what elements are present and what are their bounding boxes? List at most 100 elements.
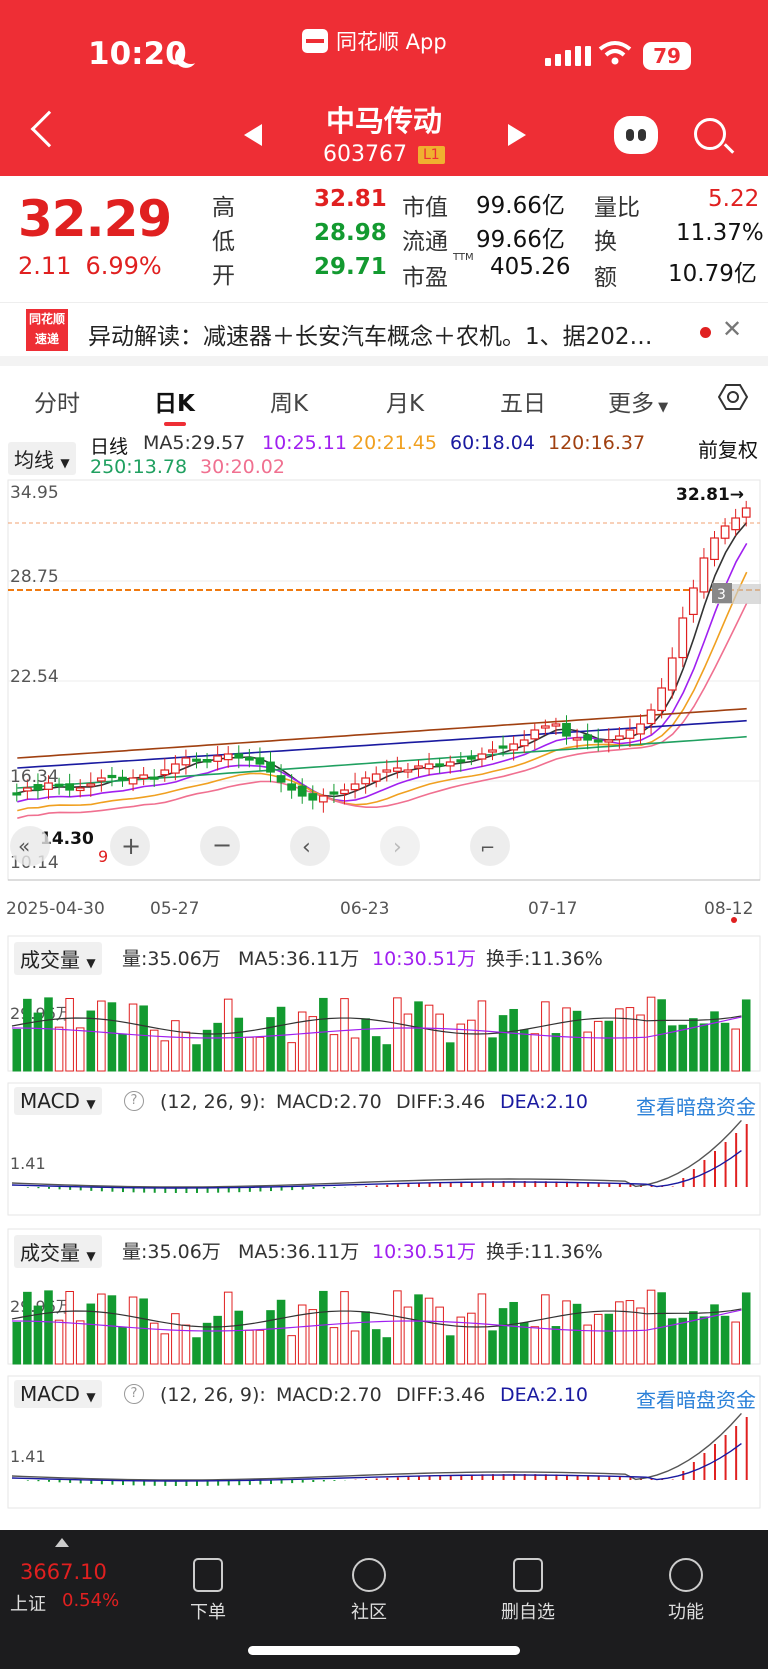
volume-bar xyxy=(297,1011,307,1072)
candle-body xyxy=(128,777,138,785)
volume-ma10: 10:30.51万 xyxy=(372,1241,476,1263)
robot-assistant-icon[interactable] xyxy=(614,116,658,154)
volume-bar xyxy=(699,1023,709,1072)
nav-remove-watchlist[interactable]: 删自选 xyxy=(488,1558,568,1624)
ma5-value: MA5:29.57 xyxy=(143,432,246,454)
y-tick-1: 34.95 xyxy=(10,483,59,503)
volume-bar xyxy=(689,1018,698,1072)
settings-icon[interactable] xyxy=(718,382,748,412)
ma-lines xyxy=(17,521,748,819)
macd-selector-2[interactable]: MACD ▼ xyxy=(14,1087,102,1115)
next-stock-icon[interactable] xyxy=(508,124,526,146)
menu-icon xyxy=(669,1558,703,1592)
candle-body xyxy=(583,734,593,741)
nav-community-label: 社区 xyxy=(351,1602,387,1623)
volume-bar xyxy=(519,1322,529,1365)
volume-bar xyxy=(371,1329,381,1365)
ma60-value: 60:18.04 xyxy=(450,432,535,454)
expand-icon[interactable] xyxy=(55,1538,69,1547)
volume-bar xyxy=(171,1020,180,1072)
chevron-left-icon: ‹ xyxy=(302,835,311,860)
ma-line xyxy=(17,571,748,812)
high-label: 高 xyxy=(212,195,235,221)
close-icon[interactable]: ✕ xyxy=(722,315,743,343)
high-value: 32.81 xyxy=(314,186,387,212)
volume-bar xyxy=(583,1031,592,1072)
volume-bar xyxy=(551,1033,561,1072)
volume-bar xyxy=(562,1007,571,1072)
minus-icon: − xyxy=(212,831,232,859)
volume-bar xyxy=(361,1311,370,1365)
plus-icon: + xyxy=(121,832,141,860)
tab-monthly-k[interactable]: 月K xyxy=(386,391,425,417)
nav-community[interactable]: 社区 xyxy=(329,1558,409,1624)
news-banner[interactable]: 同花顺 速递 异动解读：减速器＋长安汽车概念＋农机。1、据202… ✕ xyxy=(0,302,768,354)
low-label: 低 xyxy=(212,229,235,255)
tab-intraday[interactable]: 分时 xyxy=(34,391,80,417)
search-icon[interactable] xyxy=(694,118,726,150)
help-icon[interactable]: ? xyxy=(124,1091,144,1111)
app-badge[interactable]: 同花顺 App xyxy=(302,26,447,56)
active-tab-indicator xyxy=(164,422,186,426)
scroll-left-button[interactable] xyxy=(290,826,330,866)
help-icon[interactable]: ? xyxy=(124,1384,144,1404)
volume-bar xyxy=(266,1310,275,1365)
volume-bar xyxy=(720,1315,730,1365)
candle-body xyxy=(234,753,244,759)
volume-bar xyxy=(530,1326,540,1365)
volume-bar xyxy=(54,1319,64,1365)
ma-line xyxy=(17,735,747,789)
tab-daily-k[interactable]: 日K xyxy=(154,391,195,417)
price-axis-labels: 34.95 28.75 22.54 16.34 10.14 32.81→ 14.… xyxy=(10,483,744,873)
dark-pool-link[interactable]: 查看暗盘资金 xyxy=(636,1095,756,1119)
volume-bar xyxy=(498,1308,508,1365)
volume-bar xyxy=(477,1293,487,1365)
zoom-in-button[interactable] xyxy=(110,826,150,866)
volume-bar xyxy=(467,1019,476,1072)
volume-bar xyxy=(245,1036,254,1072)
ma-line xyxy=(17,719,747,769)
volume-selector-3[interactable]: 成交量 ▼ xyxy=(14,1235,102,1268)
prev-stock-icon[interactable] xyxy=(244,124,262,146)
candle-body xyxy=(318,795,328,803)
macd-selector-4[interactable]: MACD ▼ xyxy=(14,1380,102,1408)
kline-chart[interactable]: 34.95 28.75 22.54 16.34 10.14 32.81→ 14.… xyxy=(0,478,768,1530)
dea-line xyxy=(11,1442,742,1482)
volume-ma5: MA5:36.11万 xyxy=(238,948,360,970)
candle-body xyxy=(414,765,423,769)
volume-bar xyxy=(488,1037,497,1072)
nav-functions[interactable]: 功能 xyxy=(646,1558,726,1624)
volume-bar xyxy=(160,1040,170,1072)
volume-bar xyxy=(424,1004,434,1072)
candle-body xyxy=(297,785,307,797)
volume-bar xyxy=(107,1295,117,1365)
volume-bar xyxy=(33,1012,43,1072)
fullscreen-button[interactable] xyxy=(470,826,510,866)
candle-body xyxy=(350,783,360,791)
unread-dot xyxy=(700,327,711,338)
indicator-selector[interactable]: 均线 ▼ xyxy=(8,442,76,475)
volume-bar xyxy=(139,1005,148,1072)
zoom-out-button[interactable] xyxy=(200,826,240,866)
diff-value: DIFF:3.46 xyxy=(396,1384,486,1406)
news-text[interactable]: 异动解读：减速器＋长安汽车概念＋农机。1、据202… xyxy=(88,324,653,350)
scroll-right-button[interactable] xyxy=(380,826,420,866)
tab-more[interactable]: 更多 ▼ xyxy=(608,384,668,418)
volume-bar xyxy=(23,1291,32,1365)
tab-five-day[interactable]: 五日 xyxy=(500,391,546,417)
candle-body xyxy=(403,769,413,773)
volume-bar xyxy=(509,1008,518,1072)
candle-body xyxy=(731,517,741,531)
collapse-button[interactable] xyxy=(10,826,50,866)
tab-weekly-k[interactable]: 周K xyxy=(270,391,309,417)
ma-period: 日线 xyxy=(90,436,129,458)
volume-selector-1[interactable]: 成交量 ▼ xyxy=(14,942,102,975)
adjust-mode[interactable]: 前复权 xyxy=(698,438,758,462)
dark-pool-link[interactable]: 查看暗盘资金 xyxy=(636,1388,756,1412)
volume-bar xyxy=(340,1291,349,1365)
diff-line xyxy=(11,1119,742,1188)
volume-bar xyxy=(107,1002,117,1072)
volume-bar xyxy=(44,1290,53,1365)
index-value[interactable]: 3667.10 xyxy=(20,1560,107,1584)
nav-order[interactable]: 下单 xyxy=(168,1558,248,1624)
